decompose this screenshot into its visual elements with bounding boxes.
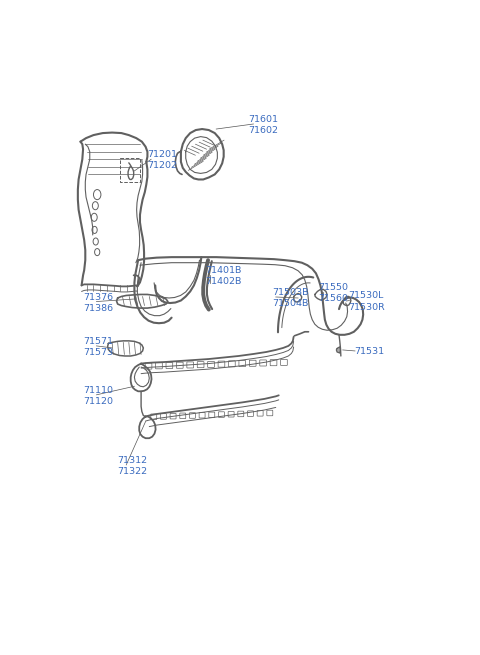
- Text: 71530L
71530R: 71530L 71530R: [348, 291, 385, 312]
- Text: 71376
71386: 71376 71386: [83, 293, 113, 313]
- Text: 71312
71322: 71312 71322: [118, 456, 148, 476]
- Text: 71550
71560: 71550 71560: [319, 283, 348, 303]
- Text: 71110
71120: 71110 71120: [83, 386, 113, 406]
- Text: 71601
71602: 71601 71602: [248, 115, 278, 135]
- Text: 71531: 71531: [354, 347, 384, 356]
- Polygon shape: [336, 347, 340, 353]
- Text: 71503B
71504B: 71503B 71504B: [272, 288, 309, 308]
- Text: 71201
71202: 71201 71202: [147, 150, 178, 170]
- Text: 71571
71573: 71571 71573: [83, 337, 113, 357]
- Text: 71401B
71402B: 71401B 71402B: [205, 266, 241, 286]
